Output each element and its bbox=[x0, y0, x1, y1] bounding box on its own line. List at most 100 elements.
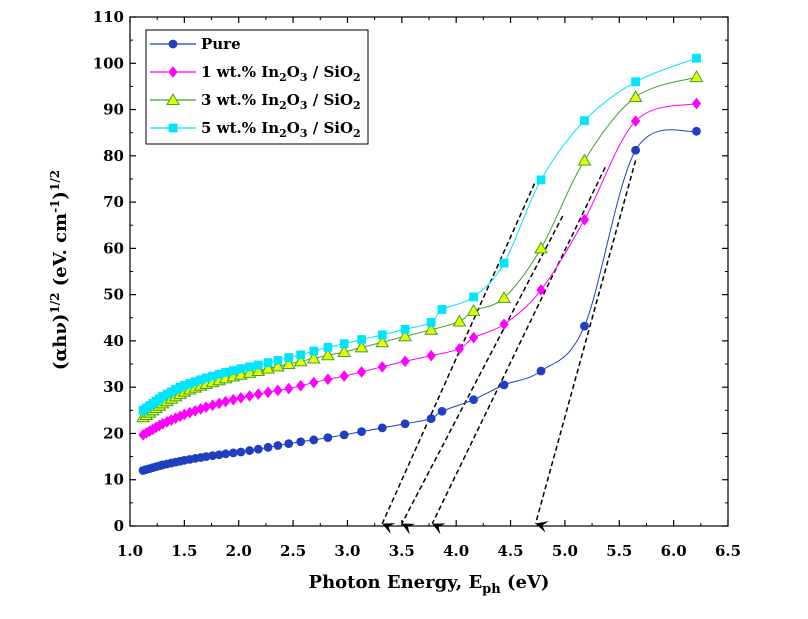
data-point bbox=[261, 361, 275, 374]
x-tick-label: 2.0 bbox=[226, 542, 252, 560]
data-point bbox=[631, 77, 640, 87]
data-point bbox=[354, 340, 369, 353]
data-point bbox=[691, 97, 702, 110]
data-point bbox=[437, 305, 447, 314]
y-tick-label: 10 bbox=[103, 471, 124, 489]
data-point bbox=[339, 430, 349, 440]
x-tick-label: 4.0 bbox=[443, 542, 469, 560]
data-point bbox=[536, 175, 546, 185]
data-point bbox=[577, 153, 592, 166]
tangent-arrow bbox=[401, 215, 564, 535]
data-point bbox=[630, 115, 641, 127]
data-point bbox=[214, 397, 224, 410]
y-axis-title: (αhν)1/2 (eV. cm-1)1/2 bbox=[48, 170, 71, 370]
y-tick-label: 110 bbox=[93, 8, 124, 26]
data-point bbox=[244, 390, 255, 402]
data-point bbox=[273, 355, 283, 365]
data-point bbox=[228, 393, 238, 406]
legend-marker bbox=[168, 123, 178, 133]
data-point bbox=[271, 359, 285, 372]
data-point bbox=[692, 53, 701, 63]
data-point bbox=[228, 448, 238, 458]
data-point bbox=[309, 435, 319, 445]
data-point bbox=[468, 331, 479, 344]
data-point bbox=[400, 355, 410, 368]
data-point bbox=[398, 329, 412, 342]
data-point bbox=[293, 354, 308, 367]
data-point bbox=[426, 414, 436, 424]
series-4 bbox=[138, 53, 701, 415]
data-point bbox=[281, 357, 296, 370]
data-point bbox=[375, 335, 390, 348]
data-point bbox=[499, 380, 509, 390]
legend-item: 5 wt.% In2O3 / SiO2 bbox=[150, 119, 361, 140]
data-point bbox=[228, 366, 238, 375]
data-point bbox=[253, 360, 263, 370]
legend-marker bbox=[166, 92, 180, 105]
data-point bbox=[497, 290, 511, 303]
data-point bbox=[263, 386, 273, 399]
data-point bbox=[236, 364, 246, 374]
data-point bbox=[309, 346, 319, 356]
data-point bbox=[466, 303, 481, 316]
x-axis-ticks: 1.0 1.5 2.0 2.5 3.0 3.5 4.0 4.5 5.0 5.5 6.0 6.5 bbox=[117, 17, 741, 560]
data-point bbox=[284, 353, 294, 362]
data-point bbox=[221, 449, 231, 459]
data-point bbox=[263, 358, 273, 368]
data-point bbox=[236, 392, 246, 404]
annotation-arrows bbox=[381, 160, 637, 535]
legend-label: 5 wt.% In2O3 / SiO2 bbox=[201, 119, 361, 140]
y-tick-label: 60 bbox=[103, 239, 124, 257]
legend-item: Pure bbox=[150, 35, 241, 53]
data-point bbox=[251, 363, 266, 376]
data-point bbox=[426, 318, 436, 327]
data-point bbox=[631, 145, 640, 155]
data-point bbox=[221, 367, 231, 377]
data-point bbox=[437, 406, 447, 416]
x-tick-label: 1.0 bbox=[117, 542, 143, 560]
data-point bbox=[323, 433, 333, 443]
data-point bbox=[296, 379, 306, 392]
legend-box bbox=[145, 29, 369, 145]
data-point bbox=[357, 427, 366, 437]
y-tick-label: 100 bbox=[93, 54, 124, 72]
data-point bbox=[309, 376, 319, 389]
series-line bbox=[142, 103, 697, 436]
series-line bbox=[142, 129, 697, 471]
data-point bbox=[400, 419, 410, 429]
data-point bbox=[245, 362, 254, 372]
data-point bbox=[296, 350, 306, 360]
data-point bbox=[296, 437, 306, 447]
data-point bbox=[377, 330, 387, 340]
data-point bbox=[469, 395, 478, 405]
data-point bbox=[377, 361, 387, 373]
data-point bbox=[536, 284, 546, 296]
data-point bbox=[452, 314, 467, 327]
data-point bbox=[469, 292, 478, 302]
data-point bbox=[689, 70, 704, 83]
y-tick-label: 90 bbox=[103, 101, 124, 119]
data-point bbox=[337, 345, 352, 358]
data-point bbox=[207, 399, 218, 412]
data-point bbox=[245, 446, 255, 455]
tangent-arrow bbox=[431, 167, 606, 535]
y-tick-label: 50 bbox=[103, 286, 124, 304]
y-tick-label: 0 bbox=[114, 517, 124, 535]
data-point bbox=[580, 321, 589, 331]
data-point bbox=[424, 322, 439, 335]
y-tick-label: 40 bbox=[103, 332, 124, 350]
legend-item: 1 wt.% In2O3 / SiO2 bbox=[150, 63, 361, 84]
series-1 bbox=[138, 126, 701, 475]
legend-marker bbox=[168, 66, 178, 78]
x-tick-label: 6.0 bbox=[661, 542, 687, 560]
y-axis-ticks: 0 10 20 30 40 50 60 70 80 90 100 110 bbox=[93, 8, 728, 535]
x-tick-label: 5.5 bbox=[606, 542, 632, 560]
data-point bbox=[339, 370, 349, 382]
legend-item: 3 wt.% In2O3 / SiO2 bbox=[150, 91, 361, 112]
series bbox=[136, 53, 704, 475]
data-point bbox=[284, 439, 294, 449]
data-point bbox=[499, 318, 509, 331]
data-point bbox=[628, 90, 643, 103]
x-tick-label: 2.5 bbox=[280, 542, 306, 560]
